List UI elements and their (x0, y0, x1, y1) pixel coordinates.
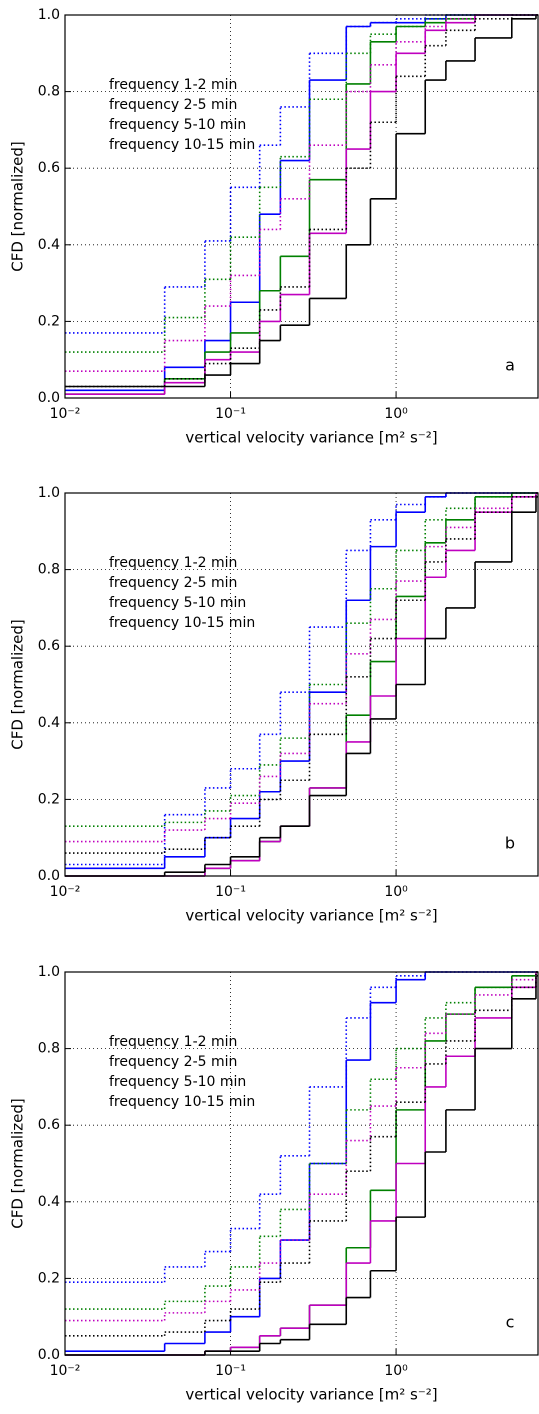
y-tick-label: 0.8 (38, 1041, 60, 1057)
y-tick-label: 0.8 (38, 562, 60, 578)
panel: 0.0 0.2 0.4 0.6 0.8 1.0 10⁻² 10⁻¹ 10⁰ frequency 1… (9, 7, 539, 447)
plot-frame (64, 492, 539, 877)
y-tick-label: 0.2 (38, 1270, 60, 1286)
x-tick-label: 10⁻² (50, 1363, 81, 1379)
legend-label: frequency 10-15 min (109, 1094, 255, 1110)
y-axis-label: CFD [normalized] (9, 141, 27, 271)
legend-label: frequency 10-15 min (109, 615, 255, 631)
y-tick-label: 1.0 (38, 7, 60, 23)
x-tick-label: 10⁻¹ (215, 406, 246, 422)
panel: 0.0 0.2 0.4 0.6 0.8 1.0 10⁻² 10⁻¹ 10⁰ frequency 1… (9, 964, 539, 1404)
y-tick-label: 0.6 (38, 1117, 60, 1133)
y-tick-label: 0.6 (38, 638, 60, 654)
x-axis-label: vertical velocity variance [m² s⁻²] (185, 429, 437, 447)
panel-label: b (505, 834, 515, 853)
y-axis-label: CFD [normalized] (9, 619, 27, 749)
y-tick-label: 0.8 (38, 84, 60, 100)
legend-label: frequency 2-5 min (109, 575, 237, 591)
legend-label: frequency 5-10 min (109, 595, 246, 611)
x-tick-label: 10⁻¹ (215, 1363, 246, 1379)
y-tick-label: 1.0 (38, 964, 60, 980)
x-axis-label: vertical velocity variance [m² s⁻²] (185, 907, 437, 925)
legend-label: frequency 10-15 min (109, 137, 255, 153)
legend-label: frequency 2-5 min (109, 1054, 237, 1070)
x-tick-label: 10⁻² (50, 884, 81, 900)
panel-label: c (506, 1313, 515, 1332)
legend-label: frequency 5-10 min (109, 1074, 246, 1090)
y-tick-label: 0.2 (38, 313, 60, 329)
y-tick-label: 1.0 (38, 485, 60, 501)
panel-label: a (505, 356, 515, 375)
y-tick-label: 0.0 (38, 868, 60, 884)
y-axis-label: CFD [normalized] (9, 1098, 27, 1228)
y-tick-label: 0.4 (38, 237, 60, 253)
x-tick-label: 10⁻² (50, 406, 81, 422)
y-tick-label: 0.4 (38, 1194, 60, 1210)
y-tick-label: 0.6 (38, 160, 60, 176)
legend-label: frequency 1-2 min (109, 555, 237, 571)
y-tick-label: 0.4 (38, 715, 60, 731)
y-tick-label: 0.2 (38, 791, 60, 807)
legend-label: frequency 5-10 min (109, 117, 246, 133)
legend-label: frequency 1-2 min (109, 1034, 237, 1050)
panel: 0.0 0.2 0.4 0.6 0.8 1.0 10⁻² 10⁻¹ 10⁰ frequency 1… (9, 485, 539, 925)
plot-frame (64, 971, 539, 1356)
x-tick-label: 10⁰ (384, 1363, 408, 1379)
plot-frame (64, 14, 539, 399)
x-tick-label: 10⁰ (384, 406, 408, 422)
x-axis-label: vertical velocity variance [m² s⁻²] (185, 1386, 437, 1404)
x-tick-label: 10⁻¹ (215, 884, 246, 900)
y-tick-label: 0.0 (38, 1347, 60, 1363)
legend-label: frequency 1-2 min (109, 77, 237, 93)
legend-label: frequency 2-5 min (109, 97, 237, 113)
y-tick-label: 0.0 (38, 390, 60, 406)
x-tick-label: 10⁰ (384, 884, 408, 900)
